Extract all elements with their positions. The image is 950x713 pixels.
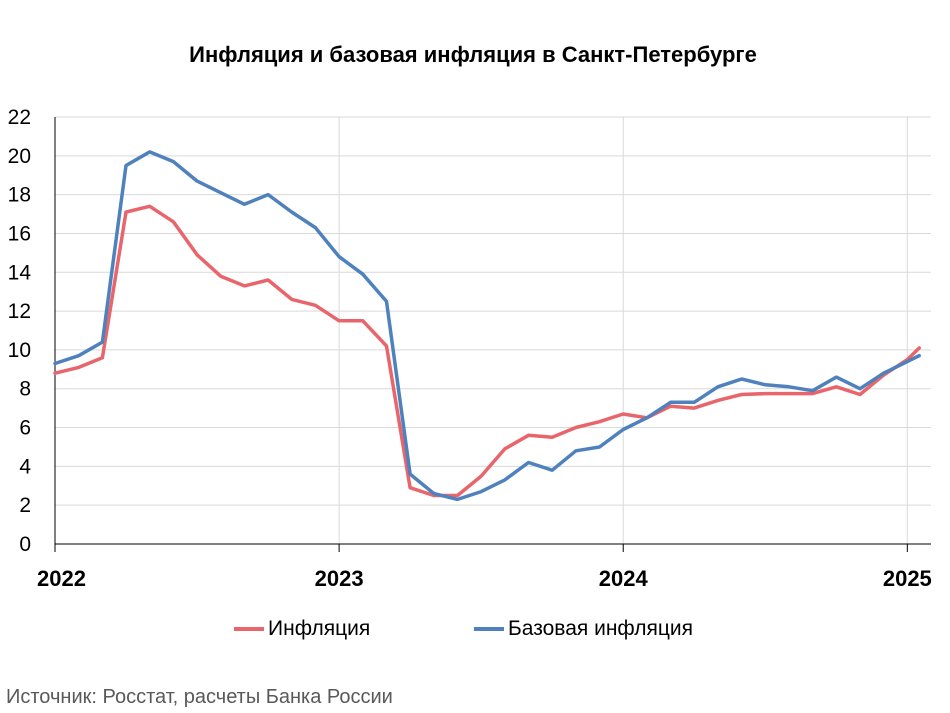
- chart-title: Инфляция и базовая инфляция в Санкт-Пете…: [189, 42, 757, 67]
- y-tick-label: 8: [19, 378, 31, 401]
- legend-label-core-inflation: Базовая инфляция: [508, 617, 694, 640]
- legend-item-core-inflation: Базовая инфляция: [474, 617, 693, 641]
- y-tick-label: 0: [19, 533, 31, 556]
- y-tick-label: 12: [8, 300, 31, 323]
- x-tick-label: 2022: [37, 566, 86, 591]
- legend-label-inflation: Инфляция: [268, 617, 371, 640]
- y-tick-label: 22: [8, 106, 31, 129]
- legend-swatch-inflation: [234, 627, 264, 631]
- y-tick-label: 6: [19, 417, 31, 440]
- y-tick-label: 10: [8, 339, 31, 362]
- series-line-inflation: [53, 204, 921, 498]
- y-tick-label: 4: [19, 455, 31, 478]
- x-tick-label: 2023: [315, 566, 364, 591]
- y-tick-label: 20: [8, 145, 31, 168]
- legend-item-inflation: Инфляция: [234, 617, 370, 641]
- y-tick-label: 18: [8, 184, 31, 207]
- y-tick-label: 14: [8, 261, 32, 284]
- x-tick-label: 2024: [599, 566, 649, 591]
- legend-swatch-core-inflation: [474, 627, 504, 631]
- x-tick-label: 2025: [883, 566, 932, 591]
- legend: Инфляция Базовая инфляция: [0, 617, 950, 647]
- y-tick-label: 2: [19, 494, 31, 517]
- series-line-core-inflation: [53, 150, 921, 502]
- y-tick-label: 16: [8, 222, 31, 245]
- source-note: Источник: Росстат, расчеты Банка России: [6, 686, 393, 708]
